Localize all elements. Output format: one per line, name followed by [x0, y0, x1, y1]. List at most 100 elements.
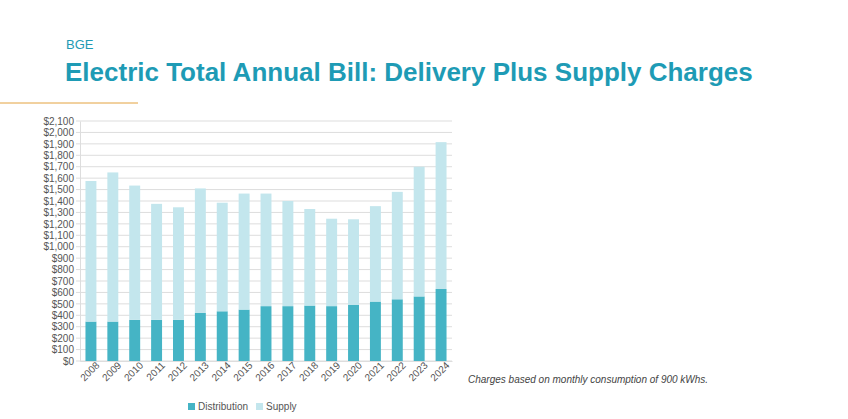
- legend-label: Supply: [266, 401, 297, 412]
- bar: [239, 194, 250, 310]
- bar: [217, 203, 228, 312]
- bar: [326, 219, 337, 306]
- x-tick: 2014: [209, 359, 233, 383]
- grid-line: [76, 132, 452, 133]
- y-tick: $100: [52, 344, 80, 355]
- x-tick-label: 2013: [187, 359, 211, 383]
- x-tick-label: 2016: [253, 359, 277, 383]
- y-tick: $1,400: [43, 196, 80, 207]
- subtitle: BGE: [66, 37, 94, 52]
- y-tick-label: $600: [52, 287, 75, 298]
- grid: [76, 121, 452, 361]
- y-tick: $800: [52, 264, 80, 275]
- x-tick-label: 2018: [297, 359, 321, 383]
- bar: [129, 320, 140, 361]
- annotation: Charges based on monthly consumption of …: [468, 374, 708, 385]
- bar: [370, 206, 381, 301]
- bar: [304, 306, 315, 361]
- x-tick-label: 2017: [275, 359, 299, 383]
- bar: [151, 204, 162, 320]
- y-tick-label: $1,600: [43, 173, 74, 184]
- x-tick-label: 2012: [166, 359, 190, 383]
- x-tick-label: 2011: [144, 359, 167, 382]
- bar: [107, 172, 118, 321]
- bar: [436, 142, 447, 289]
- y-tick-label: $1,100: [43, 230, 74, 241]
- x-tick: 2019: [319, 359, 343, 383]
- x-tick-label: 2009: [100, 359, 124, 383]
- y-tick: $600: [52, 287, 80, 298]
- x-tick: 2013: [187, 359, 211, 383]
- bar: [348, 305, 359, 361]
- y-tick-label: $1,700: [43, 161, 74, 172]
- y-tick: $2,000: [43, 127, 80, 138]
- chart: BGE Electric Total Annual Bill: Delivery …: [0, 0, 848, 419]
- grid-line: [76, 155, 452, 156]
- bar: [85, 322, 96, 361]
- x-tick-label: 2022: [384, 359, 408, 383]
- y-tick-label: $500: [52, 299, 75, 310]
- x-tick: 2016: [253, 359, 277, 383]
- bar: [173, 207, 184, 320]
- bar: [151, 320, 162, 361]
- legend-swatch: [188, 403, 195, 410]
- x-tick: 2015: [231, 359, 255, 383]
- title-rule: [0, 103, 138, 104]
- y-tick: $1,700: [43, 161, 80, 172]
- x-tick: 2018: [297, 359, 321, 383]
- y-tick: $1,600: [43, 173, 80, 184]
- y-tick-label: $100: [52, 344, 75, 355]
- x-tick: 2011: [144, 359, 167, 382]
- bar: [414, 296, 425, 361]
- bar: [261, 194, 272, 307]
- y-tick: $1,100: [43, 230, 80, 241]
- x-tick-label: 2023: [406, 359, 430, 383]
- y-tick-label: $1,200: [43, 219, 74, 230]
- legend: Distribution Supply: [188, 401, 297, 412]
- legend-swatch: [256, 403, 263, 410]
- y-tick-label: $2,100: [43, 116, 74, 127]
- y-tick: $900: [52, 253, 80, 264]
- bar: [261, 306, 272, 361]
- y-tick: $1,500: [43, 184, 80, 195]
- bar: [304, 209, 315, 306]
- x-tick-label: 2021: [363, 359, 387, 383]
- x-tick-label: 2024: [428, 359, 452, 383]
- y-tick: $700: [52, 276, 80, 287]
- y-tick-label: $1,800: [43, 150, 74, 161]
- title: Electric Total Annual Bill: Delivery Plu…: [65, 57, 753, 87]
- y-tick-label: $1,400: [43, 196, 74, 207]
- legend-item: Distribution: [188, 401, 248, 412]
- y-tick: $200: [52, 333, 80, 344]
- bar: [107, 322, 118, 361]
- bar: [239, 310, 250, 361]
- bar: [392, 299, 403, 361]
- x-tick: 2009: [100, 359, 124, 383]
- y-tick: $300: [52, 321, 80, 332]
- bar: [195, 188, 206, 313]
- y-tick-label: $1,500: [43, 184, 74, 195]
- y-tick: $1,300: [43, 207, 80, 218]
- x-tick: 2012: [166, 359, 190, 383]
- grid-line: [76, 166, 452, 167]
- y-tick-label: $1,900: [43, 139, 74, 150]
- y-tick-label: $800: [52, 264, 75, 275]
- y-tick-label: $2,000: [43, 127, 74, 138]
- y-tick: $0: [63, 356, 80, 367]
- x-tick-label: 2015: [231, 359, 255, 383]
- y-tick-label: $0: [63, 356, 75, 367]
- x-tick-label: 2010: [122, 359, 146, 383]
- x-tick-label: 2020: [341, 359, 365, 383]
- x-tick: 2024: [428, 359, 452, 383]
- bar: [217, 311, 228, 361]
- bar: [348, 219, 359, 305]
- y-axis-line: [80, 122, 81, 362]
- bar: [173, 320, 184, 361]
- grid-line: [76, 121, 452, 122]
- y-tick: $1,000: [43, 241, 80, 252]
- legend-item: Supply: [256, 401, 297, 412]
- y-tick-label: $1,300: [43, 207, 74, 218]
- bar: [436, 289, 447, 361]
- bar: [326, 306, 337, 361]
- series-bars: [85, 142, 446, 321]
